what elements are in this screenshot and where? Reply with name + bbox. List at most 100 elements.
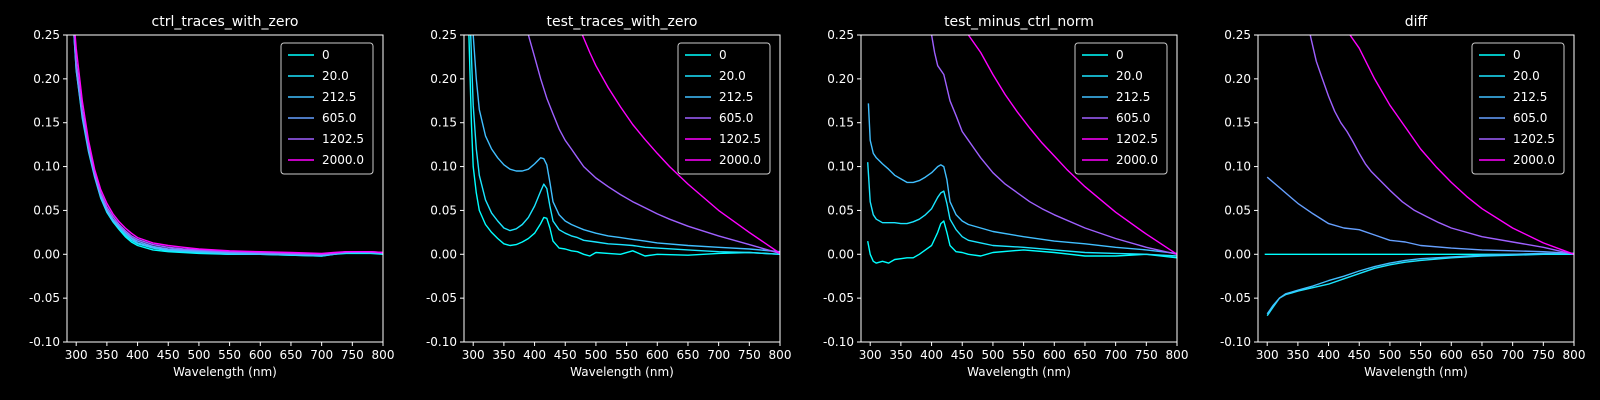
legend-label: 605.0 (1116, 111, 1150, 125)
x-tick-label: 450 (157, 348, 180, 362)
x-tick-label: 350 (889, 348, 912, 362)
chart-panel-1: 300 350 400 450 500 550 600 650 700 750 800 -0.10 -0… (29, 14, 395, 379)
legend-label: 605.0 (322, 111, 356, 125)
y-tick-label: 0.10 (33, 160, 60, 174)
series-group (867, 35, 1177, 264)
y-tick-label: 0.25 (430, 28, 457, 42)
x-tick-label: 750 (1532, 348, 1555, 362)
y-tick-label: 0.25 (827, 28, 854, 42)
x-tick-label: 700 (1104, 348, 1127, 362)
series-line-2000.0 (74, 35, 383, 255)
y-tick-label: 0.15 (827, 116, 854, 130)
y-tick-label: 0.20 (1224, 72, 1251, 86)
x-tick-label: 700 (1501, 348, 1524, 362)
legend-label: 0 (1513, 48, 1521, 62)
legend-label: 20.0 (322, 69, 349, 83)
x-tick-label: 500 (1378, 348, 1401, 362)
legend-label: 1202.5 (719, 132, 761, 146)
legend: 0 20.0 212.5 605.0 1202.5 2000.0 (1074, 42, 1168, 175)
x-tick-label: 500 (187, 348, 210, 362)
x-tick-label: 800 (769, 348, 792, 362)
y-tick-label: -0.05 (823, 291, 854, 305)
x-tick-label: 700 (707, 348, 730, 362)
y-tick-label: 0.25 (33, 28, 60, 42)
y-tick-label: -0.10 (29, 335, 60, 349)
x-tick-label: 400 (523, 348, 546, 362)
y-tick-label: 0.05 (1224, 203, 1251, 217)
y-tick-label: -0.10 (426, 335, 457, 349)
y-tick-label: 0.15 (33, 116, 60, 130)
x-tick-label: 500 (584, 348, 607, 362)
legend-label: 605.0 (719, 111, 753, 125)
y-tick-label: 0.00 (33, 247, 60, 261)
legend: 0 20.0 212.5 605.0 1202.5 2000.0 (1471, 42, 1565, 175)
x-tick-label: 300 (462, 348, 485, 362)
series-line-212.5 (1266, 252, 1574, 315)
x-tick-label: 600 (249, 348, 272, 362)
chart-title: diff (1405, 14, 1428, 30)
series-line-1202.5 (1309, 35, 1574, 255)
x-tick-label: 550 (615, 348, 638, 362)
x-tick-label: 300 (65, 348, 88, 362)
x-tick-label: 350 (492, 348, 515, 362)
y-tick-label: 0.10 (430, 160, 457, 174)
x-tick-label: 550 (218, 348, 241, 362)
axes-frame (66, 34, 384, 343)
x-tick-label: 550 (1012, 348, 1035, 362)
legend-label: 2000.0 (719, 153, 761, 167)
legend-label: 212.5 (1513, 90, 1547, 104)
legend-label: 0 (322, 48, 330, 62)
x-tick-label: 300 (1256, 348, 1279, 362)
axes-frame (860, 34, 1178, 343)
series-line-0 (468, 35, 780, 257)
x-tick-label: 750 (738, 348, 761, 362)
y-tick-label: 0.00 (430, 247, 457, 261)
legend-label: 1202.5 (1513, 132, 1555, 146)
series-line-1202.5 (73, 35, 383, 256)
x-tick-label: 500 (981, 348, 1004, 362)
y-tick-label: 0.10 (1224, 160, 1251, 174)
x-axis-label: Wavelength (nm) (173, 365, 277, 379)
legend-label: 20.0 (1116, 69, 1143, 83)
x-tick-label: 600 (1043, 348, 1066, 362)
series-group (1264, 35, 1574, 317)
x-tick-label: 800 (1166, 348, 1189, 362)
legend-label: 2000.0 (1116, 153, 1158, 167)
x-tick-label: 450 (1348, 348, 1371, 362)
series-group (468, 35, 780, 257)
legend-label: 20.0 (719, 69, 746, 83)
y-tick-label: 0.25 (1224, 28, 1251, 42)
x-tick-label: 600 (1440, 348, 1463, 362)
chart-title: ctrl_traces_with_zero (152, 14, 299, 30)
y-tick-label: 0.00 (1224, 247, 1251, 261)
series-line-1202.5 (581, 35, 780, 254)
y-tick-label: 0.05 (827, 203, 854, 217)
legend-label: 2000.0 (1513, 153, 1555, 167)
x-tick-label: 600 (646, 348, 669, 362)
y-tick-label: 0.10 (827, 160, 854, 174)
x-axis-label: Wavelength (nm) (967, 365, 1071, 379)
x-tick-label: 550 (1409, 348, 1432, 362)
series-line-0 (867, 220, 1177, 264)
y-tick-label: -0.10 (823, 335, 854, 349)
y-tick-label: 0.05 (33, 203, 60, 217)
x-tick-label: 650 (677, 348, 700, 362)
x-tick-label: 650 (1074, 348, 1097, 362)
y-tick-label: 0.20 (430, 72, 457, 86)
x-tick-label: 400 (920, 348, 943, 362)
series-line-605.0 (930, 35, 1177, 255)
y-tick-label: -0.05 (1220, 291, 1251, 305)
x-tick-label: 400 (126, 348, 149, 362)
x-tick-label: 800 (1563, 348, 1586, 362)
series-line-20.0 (1266, 252, 1574, 317)
y-tick-label: -0.05 (29, 291, 60, 305)
y-tick-label: -0.05 (426, 291, 457, 305)
y-tick-label: 0.05 (430, 203, 457, 217)
x-tick-label: 300 (859, 348, 882, 362)
series-line-212.5 (867, 103, 1177, 255)
legend-label: 605.0 (1513, 111, 1547, 125)
series-line-605.0 (527, 35, 780, 255)
y-tick-label: 0.15 (430, 116, 457, 130)
x-tick-label: 350 (1286, 348, 1309, 362)
